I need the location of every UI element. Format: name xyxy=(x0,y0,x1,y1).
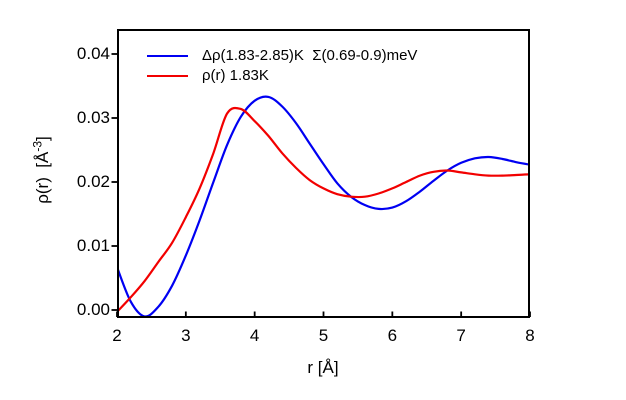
legend-label-rho: ρ(r) 1.83K xyxy=(202,67,269,84)
y-tick-label: 0.04 xyxy=(76,44,110,63)
x-tick-label: 2 xyxy=(112,326,122,345)
y-axis-label-superscript: -3 xyxy=(30,140,45,152)
series-line-1 xyxy=(119,106,529,312)
x-tick-label: 6 xyxy=(387,326,398,345)
y-tick-label: 0.01 xyxy=(76,236,110,255)
x-tick-label: 5 xyxy=(318,326,329,345)
y-tick-label: 0.02 xyxy=(76,172,110,191)
y-axis-label-text: ρ(r) [Å xyxy=(33,151,52,204)
series-line-0 xyxy=(119,95,529,317)
y-tick-label: 0.00 xyxy=(76,300,110,319)
legend-label-delta-rho: Δρ(1.83-2.85)K Σ(0.69-0.9)meV xyxy=(202,47,418,64)
legend-item-rho: ρ(r) 1.83K xyxy=(147,66,417,86)
legend-line-blue xyxy=(147,55,188,57)
legend-line-red xyxy=(147,75,188,77)
x-tick-label: 8 xyxy=(525,326,535,345)
y-tick-label: 0.03 xyxy=(76,108,110,127)
legend: Δρ(1.83-2.85)K Σ(0.69-0.9)meV ρ(r) 1.83K xyxy=(147,46,417,86)
x-tick-label: 4 xyxy=(249,326,260,345)
x-tick-label: 7 xyxy=(456,326,466,345)
legend-item-delta-rho: Δρ(1.83-2.85)K Σ(0.69-0.9)meV xyxy=(147,46,417,66)
x-tick-label: 3 xyxy=(181,326,191,345)
x-axis-label: r [Å] xyxy=(307,358,339,377)
y-axis-label-close: ] xyxy=(33,136,52,141)
